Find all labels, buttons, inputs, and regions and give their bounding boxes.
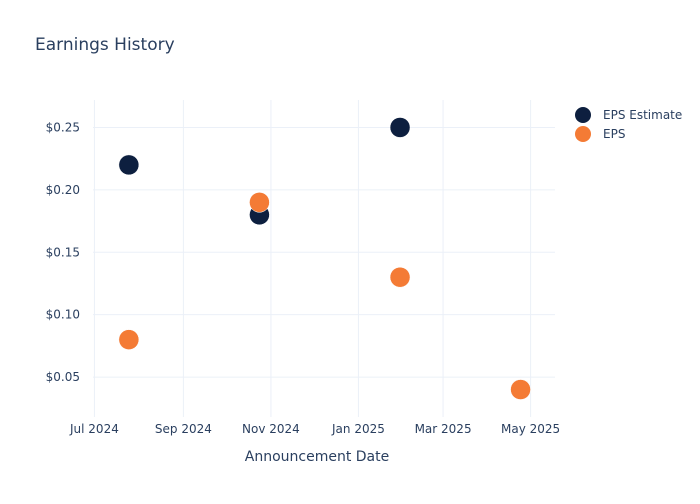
x-tick-label: Jul 2024 xyxy=(69,422,119,436)
y-tick-label: $0.20 xyxy=(46,183,80,197)
eps-point[interactable] xyxy=(249,192,270,213)
y-tick-label: $0.05 xyxy=(46,370,80,384)
x-tick-label: Mar 2025 xyxy=(415,422,472,436)
eps-point[interactable] xyxy=(118,329,140,350)
legend-marker[interactable] xyxy=(575,107,591,123)
x-tick-label: Sep 2024 xyxy=(155,422,212,436)
y-tick-label: $0.15 xyxy=(46,245,80,259)
x-tick-label: Nov 2024 xyxy=(242,422,300,436)
legend[interactable]: EPS Estimate EPS xyxy=(575,107,682,142)
axis-layer: Jul 2024 Sep 2024 Nov 2024 Jan 2025 Mar 2025… xyxy=(46,120,561,436)
legend-label[interactable]: EPS Estimate xyxy=(603,108,682,122)
x-axis-label: Announcement Date xyxy=(245,449,389,465)
eps-estimate-point[interactable] xyxy=(118,154,140,176)
y-tick-label: $0.10 xyxy=(46,308,80,322)
eps-point[interactable] xyxy=(510,379,531,400)
x-tick-label: Jan 2025 xyxy=(331,422,385,436)
grid-layer xyxy=(93,100,555,417)
y-tick-label: $0.25 xyxy=(46,120,80,134)
chart-title: Earnings History xyxy=(35,35,175,55)
eps-point[interactable] xyxy=(389,266,411,288)
legend-label[interactable]: EPS xyxy=(603,127,625,141)
eps-estimate-point[interactable] xyxy=(389,117,411,138)
legend-marker[interactable] xyxy=(575,126,591,142)
points-layer xyxy=(118,117,531,400)
x-tick-label: May 2025 xyxy=(501,422,560,436)
